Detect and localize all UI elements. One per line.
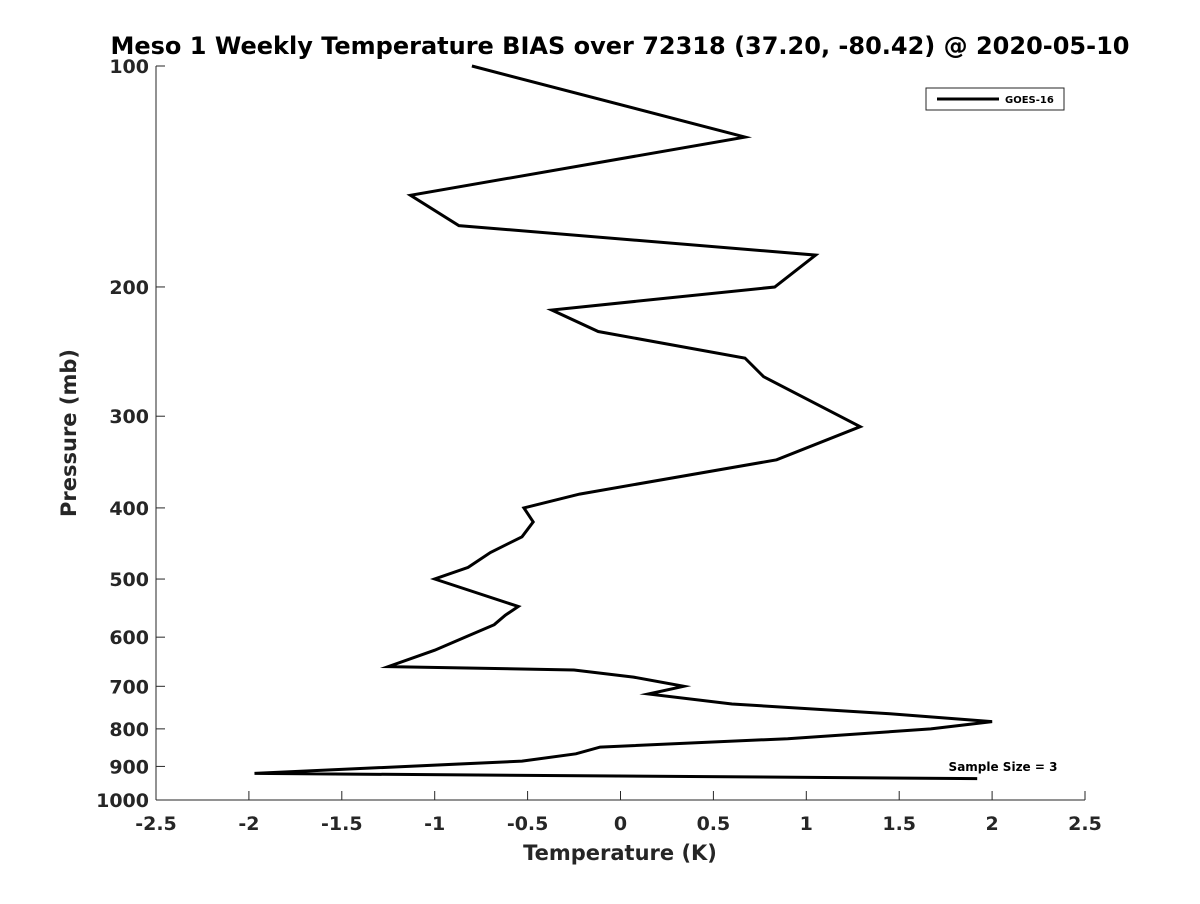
y-axis-label: Pressure (mb) bbox=[57, 349, 81, 517]
x-tick-label: 0.5 bbox=[697, 813, 731, 835]
y-tick-label: 100 bbox=[109, 56, 149, 78]
x-tick-label: -0.5 bbox=[507, 813, 549, 835]
legend-entry-goes-16: GOES-16 bbox=[1005, 95, 1054, 106]
y-tick-label: 700 bbox=[109, 676, 149, 698]
y-tick-label: 400 bbox=[109, 498, 149, 520]
y-axis-ticks: 100 200 300 400 500 600 700 800 900 1000 bbox=[96, 56, 165, 812]
y-tick-label: 200 bbox=[109, 277, 149, 299]
plot-frame bbox=[156, 66, 1085, 800]
x-tick-label: 2 bbox=[985, 813, 998, 835]
x-tick-label: 1 bbox=[800, 813, 813, 835]
x-tick-label: -2.5 bbox=[135, 813, 177, 835]
chart-title: Meso 1 Weekly Temperature BIAS over 7231… bbox=[110, 32, 1129, 60]
y-tick-label: 900 bbox=[109, 756, 149, 778]
plot-area bbox=[156, 66, 1085, 800]
y-tick-label: 600 bbox=[109, 627, 149, 649]
series-line-goes-16 bbox=[254, 64, 993, 781]
y-tick-label: 1000 bbox=[96, 790, 149, 812]
x-axis-ticks: -2.5 -2 -1.5 -1 -0.5 0 0.5 1 1.5 2 2.5 bbox=[135, 791, 1102, 835]
x-tick-label: -1.5 bbox=[321, 813, 363, 835]
y-tick-label: 800 bbox=[109, 719, 149, 741]
sample-size-annotation: Sample Size = 3 bbox=[949, 760, 1058, 774]
x-tick-label: -1 bbox=[424, 813, 445, 835]
y-tick-label: 500 bbox=[109, 569, 149, 591]
x-tick-label: 1.5 bbox=[882, 813, 916, 835]
legend: GOES-16 bbox=[925, 87, 1065, 111]
x-tick-label: 2.5 bbox=[1068, 813, 1102, 835]
x-tick-label: -2 bbox=[238, 813, 259, 835]
y-tick-label: 300 bbox=[109, 406, 149, 428]
series-group bbox=[254, 64, 993, 781]
x-tick-label: 0 bbox=[614, 813, 627, 835]
x-axis-label: Temperature (K) bbox=[523, 841, 717, 865]
